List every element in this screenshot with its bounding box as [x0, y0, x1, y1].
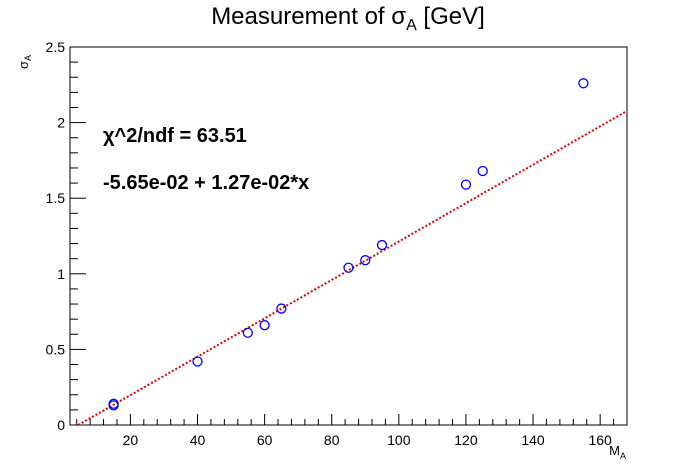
x-tick-label: 140: [521, 432, 545, 448]
points-layer: [108, 78, 589, 411]
data-point: [108, 400, 119, 411]
y-tick-label: 2: [57, 115, 65, 131]
data-point: [276, 303, 287, 314]
y-tick-label: 0: [57, 417, 65, 433]
data-point: [578, 78, 589, 89]
y-tick-label: 1: [57, 266, 65, 282]
chart-title-after: [GeV]: [417, 3, 485, 30]
x-axis-label-sub: A: [620, 451, 626, 461]
chart-title-sub: A: [406, 17, 417, 34]
y-tick-label: 1.5: [46, 190, 66, 206]
fit-formula-annotation: -5.65e-02 + 1.27e-02*x: [103, 172, 309, 194]
x-tick-label: 100: [387, 432, 411, 448]
data-point: [242, 327, 253, 338]
data-point: [360, 255, 371, 266]
svg-text:σA: σA: [16, 55, 33, 69]
data-point: [477, 165, 488, 177]
data-point: [192, 356, 203, 367]
ticks-layer: 20 40 60 80 100 120 140 160 0 0.5 1 1.5 2 2.5: [46, 39, 628, 448]
plot-frame: [69, 46, 628, 426]
y-tick-label: 0.5: [46, 341, 66, 357]
chart-title: Measurement of σA [GeV]: [211, 3, 485, 34]
data-point: [259, 320, 270, 331]
y-axis-label: σA: [16, 55, 33, 69]
data-point: [460, 179, 472, 190]
x-tick-label: 40: [190, 432, 206, 448]
x-tick-label: 80: [324, 432, 340, 448]
x-tick-label: 160: [588, 432, 612, 448]
x-tick-label: 120: [454, 432, 478, 448]
x-axis-label-main: M: [609, 443, 620, 458]
x-tick-label: 60: [257, 432, 273, 448]
x-tick-label: 20: [123, 432, 139, 448]
y-axis-label-main: σ: [16, 61, 31, 69]
data-point: [376, 239, 388, 251]
chart-title-symbol: σ: [391, 3, 406, 30]
y-tick-label: 2.5: [46, 39, 66, 55]
y-axis-label-sub: A: [23, 55, 33, 61]
chi2-annotation: χ^2/ndf = 63.51: [103, 125, 247, 147]
chart-title-main: Measurement of: [211, 3, 391, 30]
data-point: [343, 262, 354, 273]
x-axis-label: MA: [609, 443, 626, 461]
